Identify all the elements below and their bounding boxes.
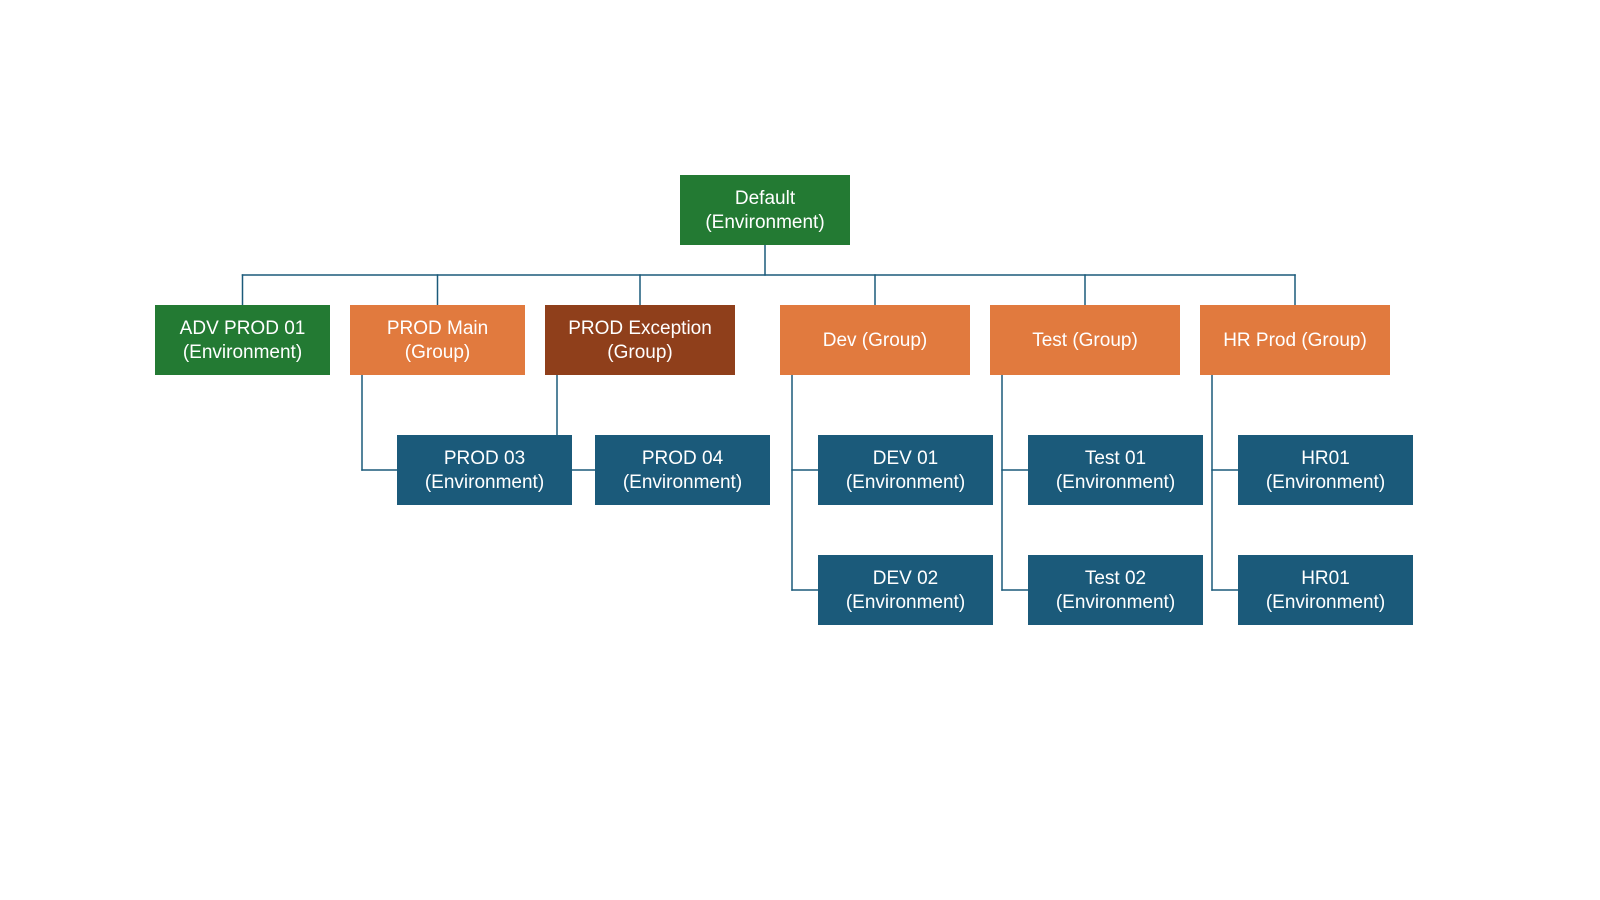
- node-label-line2: (Group): [405, 342, 470, 363]
- node-label-line1: PROD Main: [387, 318, 488, 339]
- node-label-line2: (Environment): [1266, 472, 1385, 493]
- node-label-line1: HR Prod (Group): [1223, 330, 1367, 351]
- environment-tree-diagram: Default (Environment) ADV PROD 01 (Environm…: [0, 0, 1600, 900]
- node-label-line1: PROD 03: [444, 448, 525, 469]
- connectors-layer: [243, 245, 1296, 590]
- node-label-line1: HR01: [1301, 568, 1350, 589]
- node-dev01: DEV 01 (Environment): [818, 435, 993, 505]
- node-label-line1: DEV 01: [873, 448, 938, 469]
- node-label-line1: HR01: [1301, 448, 1350, 469]
- node-adv: ADV PROD 01 (Environment): [155, 305, 330, 375]
- node-prodmain: PROD Main (Group): [350, 305, 525, 375]
- node-label-line2: (Environment): [1266, 592, 1385, 613]
- node-root: Default (Environment): [680, 175, 850, 245]
- node-hr: HR Prod (Group): [1200, 305, 1390, 375]
- node-test01: Test 01 (Environment): [1028, 435, 1203, 505]
- node-label-line2: (Environment): [1056, 472, 1175, 493]
- node-label-line1: Test 02: [1085, 568, 1146, 589]
- node-prod04: PROD 04 (Environment): [595, 435, 770, 505]
- node-label-line2: (Group): [607, 342, 672, 363]
- node-label-line1: ADV PROD 01: [180, 318, 306, 339]
- node-test02: Test 02 (Environment): [1028, 555, 1203, 625]
- node-label-line2: (Environment): [1056, 592, 1175, 613]
- node-label-line1: PROD Exception: [568, 318, 712, 339]
- node-label-line2: (Environment): [846, 592, 965, 613]
- node-prodexc: PROD Exception (Group): [545, 305, 735, 375]
- node-hr01: HR01 (Environment): [1238, 435, 1413, 505]
- node-label-line1: Default: [735, 188, 796, 209]
- node-label-line1: PROD 04: [642, 448, 724, 469]
- node-label-line2: (Environment): [623, 472, 742, 493]
- node-label-line2: (Environment): [183, 342, 302, 363]
- node-test: Test (Group): [990, 305, 1180, 375]
- node-label-line1: Test (Group): [1032, 330, 1138, 351]
- nodes-layer: Default (Environment) ADV PROD 01 (Environm…: [155, 175, 1413, 625]
- node-dev: Dev (Group): [780, 305, 970, 375]
- node-label-line1: Dev (Group): [823, 330, 928, 351]
- node-prod03: PROD 03 (Environment): [397, 435, 572, 505]
- node-label-line1: Test 01: [1085, 448, 1146, 469]
- node-label-line2: (Environment): [705, 212, 824, 233]
- node-label-line1: DEV 02: [873, 568, 938, 589]
- node-label-line2: (Environment): [425, 472, 544, 493]
- node-hr02: HR01 (Environment): [1238, 555, 1413, 625]
- node-dev02: DEV 02 (Environment): [818, 555, 993, 625]
- node-label-line2: (Environment): [846, 472, 965, 493]
